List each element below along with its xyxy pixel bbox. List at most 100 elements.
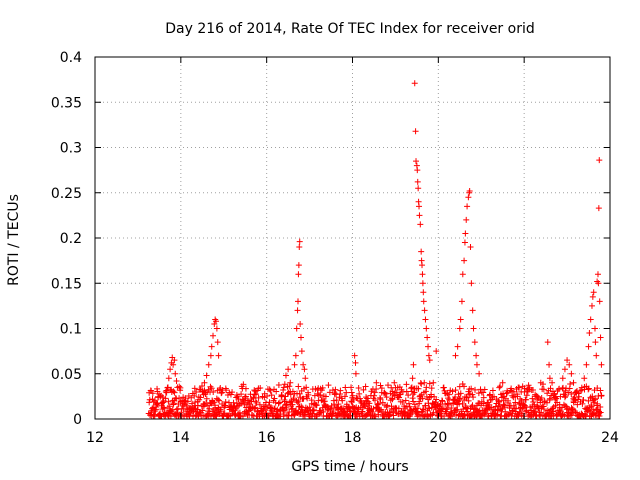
data-point xyxy=(188,394,195,401)
data-point xyxy=(249,412,256,419)
data-point xyxy=(585,385,592,392)
data-point xyxy=(423,325,430,332)
data-point xyxy=(295,271,302,278)
data-point xyxy=(546,395,553,402)
data-point xyxy=(594,385,601,392)
data-point xyxy=(352,370,359,377)
data-point xyxy=(497,383,504,390)
data-point xyxy=(321,398,328,405)
data-point xyxy=(538,395,545,402)
data-point xyxy=(562,392,569,399)
data-point xyxy=(399,398,406,405)
data-point xyxy=(539,381,546,388)
data-point xyxy=(382,390,389,397)
data-point xyxy=(466,187,473,194)
data-point xyxy=(374,401,381,408)
data-point xyxy=(359,408,366,415)
data-point xyxy=(210,388,217,395)
data-point xyxy=(208,343,215,350)
chart-title: Day 216 of 2014, Rate Of TEC Index for r… xyxy=(165,21,534,37)
data-point xyxy=(473,352,480,359)
data-point xyxy=(587,316,594,323)
data-point xyxy=(461,239,468,246)
data-point xyxy=(343,401,350,408)
tick-labels: 12 14 16 18 20 22 24 0 0.05 0.1 0.15 0.2 0.25 0.3 0.35… xyxy=(51,50,619,446)
data-point xyxy=(568,391,575,398)
data-point xyxy=(181,401,188,408)
y-tick-label: 0 xyxy=(73,412,82,428)
data-point xyxy=(465,194,472,201)
data-point xyxy=(467,244,474,251)
data-point xyxy=(591,325,598,332)
data-point xyxy=(238,391,245,398)
data-point xyxy=(480,394,487,401)
data-point xyxy=(583,361,590,368)
data-point xyxy=(553,395,560,402)
data-point xyxy=(310,406,317,413)
data-point xyxy=(416,203,423,210)
data-point xyxy=(516,384,523,391)
data-point xyxy=(267,387,274,394)
data-point xyxy=(294,298,301,305)
data-point xyxy=(597,404,604,411)
data-point xyxy=(597,334,604,341)
data-point xyxy=(481,386,488,393)
x-tick-label: 16 xyxy=(258,430,276,446)
data-point xyxy=(412,128,419,135)
data-point xyxy=(165,398,172,405)
data-point xyxy=(314,390,321,397)
data-point xyxy=(348,384,355,391)
data-point xyxy=(360,413,367,420)
data-point xyxy=(298,334,304,341)
data-point xyxy=(189,412,196,419)
data-point xyxy=(153,400,160,407)
data-point xyxy=(414,405,421,412)
data-point xyxy=(549,405,556,412)
y-tick-label: 0.3 xyxy=(60,141,82,157)
data-point xyxy=(300,361,307,368)
data-point xyxy=(595,280,602,287)
data-point xyxy=(167,366,174,373)
data-point xyxy=(203,372,210,379)
data-point xyxy=(540,386,547,393)
data-point xyxy=(366,400,373,407)
data-point xyxy=(287,379,294,386)
data-point xyxy=(548,392,555,399)
data-point xyxy=(160,397,167,404)
data-point xyxy=(260,406,267,413)
data-point xyxy=(195,413,202,420)
data-point xyxy=(461,383,468,390)
data-point xyxy=(425,352,432,359)
data-point xyxy=(495,403,502,410)
data-point xyxy=(184,398,191,405)
x-tick-label: 12 xyxy=(86,430,104,446)
data-point xyxy=(213,318,220,325)
data-point xyxy=(572,397,579,404)
data-point xyxy=(473,361,480,368)
data-point xyxy=(535,405,542,412)
data-point xyxy=(464,203,471,210)
data-point xyxy=(146,396,153,403)
data-point xyxy=(291,361,298,368)
data-point xyxy=(242,385,249,392)
data-point xyxy=(561,394,568,401)
x-tick-label: 18 xyxy=(344,430,362,446)
data-point xyxy=(409,395,416,402)
y-tick-label: 0.15 xyxy=(51,276,82,292)
data-point xyxy=(572,409,579,416)
data-point xyxy=(346,407,353,414)
data-point xyxy=(294,307,301,314)
data-point xyxy=(176,395,183,402)
data-point xyxy=(411,80,418,87)
data-point xyxy=(461,257,468,264)
data-point xyxy=(222,398,229,405)
data-point xyxy=(518,397,525,404)
data-point xyxy=(201,379,208,386)
data-point xyxy=(552,402,559,409)
data-point xyxy=(592,396,599,403)
data-point xyxy=(293,325,300,332)
data-point xyxy=(216,397,223,404)
data-point xyxy=(235,395,242,402)
data-point xyxy=(162,388,169,395)
data-point xyxy=(203,395,210,402)
